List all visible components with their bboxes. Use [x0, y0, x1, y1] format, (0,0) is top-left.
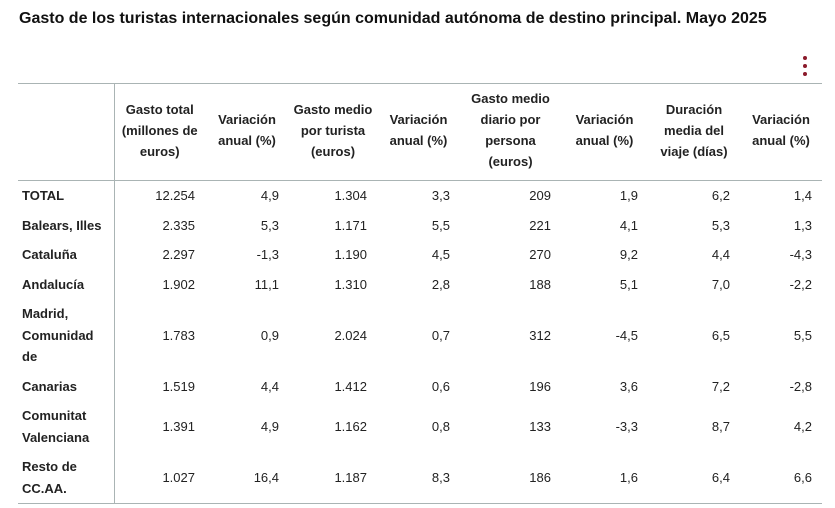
table-cell: 5,3 [260, 217, 279, 233]
column-header: Variación anual (%) [575, 112, 634, 148]
table-row: Balears, Illes 2.335 5,3 1.171 5,5 221 4,1 5,3 1… [18, 210, 822, 240]
column-header: Variación anual (%) [389, 112, 448, 148]
column-header: Variación anual (%) [752, 112, 810, 148]
table-cell: 16,4 [253, 469, 279, 485]
table-cell: -3,3 [615, 418, 638, 434]
table-row: TOTAL 12.254 4,9 1.304 3,3 209 1,9 6,2 1,4 [18, 180, 822, 211]
row-label: Canarias [18, 371, 115, 401]
table-cell: 2.297 [162, 247, 195, 262]
column-header-region [18, 83, 115, 181]
table-cell: 1.902 [162, 276, 195, 292]
row-label: Balears, Illes [18, 210, 115, 240]
table-row: Resto de CC.AA. 1.027 16,4 1.187 8,3 186 1,6 6,… [18, 452, 822, 504]
table-cell: 270 [529, 247, 551, 262]
table-row: Andalucía 1.902 11,1 1.310 2,8 188 5,1 7,0 -2,2 [18, 269, 822, 299]
data-table: Gasto total (millones de euros) Variación… [18, 83, 822, 504]
table-cell: 2.335 [162, 217, 195, 233]
table-cell: -2,2 [789, 276, 812, 292]
table-cell: 1,9 [619, 188, 638, 203]
table-cell: 4,4 [260, 378, 279, 394]
table-cell: 1.783 [162, 327, 195, 343]
table-cell: 186 [529, 469, 551, 485]
table-cell: 6,6 [793, 469, 812, 485]
table-cell: 5,1 [619, 276, 638, 292]
table-cell: 2,8 [431, 276, 450, 292]
table-cell: 7,2 [711, 378, 730, 394]
table-row: Cataluña 2.297 -1,3 1.190 4,5 270 9,2 4,4 -4,3 [18, 240, 822, 270]
table-cell: 4,9 [260, 418, 279, 434]
row-label: Andalucía [18, 269, 115, 299]
table-row: Comunitat Valenciana 1.391 4,9 1.162 0,8 133 -… [18, 401, 822, 452]
table-cell: 4,5 [431, 247, 450, 262]
table-cell: 8,7 [711, 418, 730, 434]
table-cell: 6,2 [711, 188, 730, 203]
table-cell: 1.162 [334, 418, 367, 434]
table-cell: 1.027 [162, 469, 195, 485]
table-cell: 196 [529, 378, 551, 394]
data-table-container: Gasto total (millones de euros) Variación… [18, 83, 822, 504]
table-cell: 1.171 [334, 217, 367, 233]
table-cell: 3,3 [431, 188, 450, 203]
row-label: Cataluña [18, 240, 115, 270]
row-label: Resto de CC.AA. [18, 452, 115, 504]
table-row: Canarias 1.519 4,4 1.412 0,6 196 3,6 7,2 -2,8 [18, 371, 822, 401]
table-cell: 7,0 [711, 276, 730, 292]
table-cell: 1.187 [334, 469, 367, 485]
table-cell: 221 [529, 217, 551, 233]
table-cell: 4,4 [711, 247, 730, 262]
table-row: Madrid, Comunidad de 1.783 0,9 2.024 0,7 312 -… [18, 299, 822, 372]
table-cell: 0,9 [260, 327, 279, 343]
table-cell: 209 [529, 188, 551, 203]
table-cell: 0,7 [431, 327, 450, 343]
table-body: TOTAL 12.254 4,9 1.304 3,3 209 1,9 6,2 1,4 Balear… [18, 180, 822, 504]
column-header: Gasto medio diario por persona (euros) [471, 91, 550, 169]
table-cell: 3,6 [619, 378, 638, 394]
table-cell: 1,4 [793, 188, 812, 203]
table-cell: 0,8 [431, 418, 450, 434]
table-header-row: Gasto total (millones de euros) Variación… [18, 83, 822, 181]
table-cell: 1.310 [334, 276, 367, 292]
column-header: Gasto medio por turista (euros) [293, 101, 373, 159]
table-cell: 0,6 [431, 378, 450, 394]
table-cell: 1,6 [619, 469, 638, 485]
table-cell: 5,5 [793, 327, 812, 343]
vertical-ellipsis-icon[interactable] [800, 56, 810, 76]
table-cell: 8,3 [431, 469, 450, 485]
row-label: Comunitat Valenciana [18, 401, 115, 452]
row-label: TOTAL [18, 180, 115, 211]
table-cell: 6,4 [711, 469, 730, 485]
table-cell: 1,3 [793, 217, 812, 233]
table-cell: -2,8 [789, 378, 812, 394]
table-cell: -4,5 [615, 327, 638, 343]
table-cell: 1.304 [334, 188, 367, 203]
table-cell: -1,3 [256, 247, 279, 262]
column-header: Duración media del viaje (días) [660, 101, 728, 159]
table-cell: 4,9 [260, 188, 279, 203]
table-cell: 188 [529, 276, 551, 292]
table-cell: 5,5 [431, 217, 450, 233]
table-cell: 133 [529, 418, 551, 434]
table-cell: 12.254 [155, 188, 195, 203]
table-cell: 1.190 [334, 247, 367, 262]
table-cell: 1.391 [162, 418, 195, 434]
table-cell: 4,2 [793, 418, 812, 434]
table-cell: 11,1 [254, 276, 279, 292]
table-cell: 9,2 [619, 247, 638, 262]
table-cell: 2.024 [334, 327, 367, 343]
table-cell: 1.412 [334, 378, 367, 394]
table-cell: 4,1 [619, 217, 638, 233]
table-cell: 1.519 [162, 378, 195, 394]
column-header: Gasto total (millones de euros) [121, 101, 198, 159]
table-cell: 312 [529, 327, 551, 343]
table-cell: -4,3 [789, 247, 812, 262]
row-label: Madrid, Comunidad de [18, 299, 115, 372]
table-cell: 5,3 [711, 217, 730, 233]
page-title: Gasto de los turistas internacionales se… [19, 10, 767, 27]
table-cell: 6,5 [711, 327, 730, 343]
column-header: Variación anual (%) [218, 112, 276, 148]
